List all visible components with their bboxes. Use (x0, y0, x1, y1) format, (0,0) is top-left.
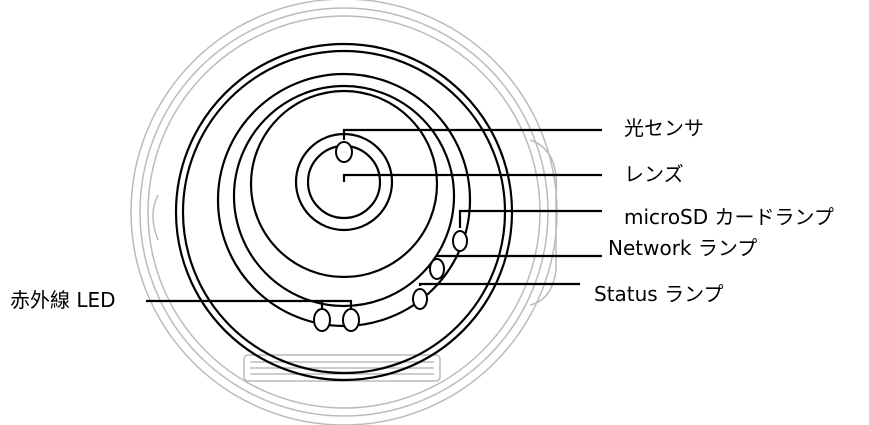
status-lamp (412, 288, 428, 310)
network-lamp (429, 258, 445, 280)
label-light-sensor: 光センサ (624, 116, 704, 140)
leader-lens (342, 173, 602, 182)
ir-led-left (313, 308, 331, 332)
leader-light-sensor (342, 128, 602, 140)
light-sensor (335, 141, 353, 163)
label-ir-led: 赤外線 LED (10, 288, 116, 312)
leader-lines (146, 128, 602, 308)
label-network-lamp: Network ランプ (608, 236, 758, 260)
components (313, 141, 468, 332)
middle-ring (216, 72, 472, 328)
label-microsd-lamp: microSD カードランプ (624, 205, 834, 229)
inner-ring (249, 89, 439, 279)
leader-microsd (458, 209, 602, 228)
ir-led-right (342, 308, 360, 332)
label-status-lamp: Status ランプ (594, 282, 724, 306)
camera-housing (130, 0, 558, 425)
middle-ring-inner (232, 84, 456, 308)
leader-ir-led-2 (322, 299, 353, 308)
leader-status (418, 282, 580, 286)
microsd-lamp (452, 230, 468, 252)
label-lens: レンズ (624, 162, 684, 186)
